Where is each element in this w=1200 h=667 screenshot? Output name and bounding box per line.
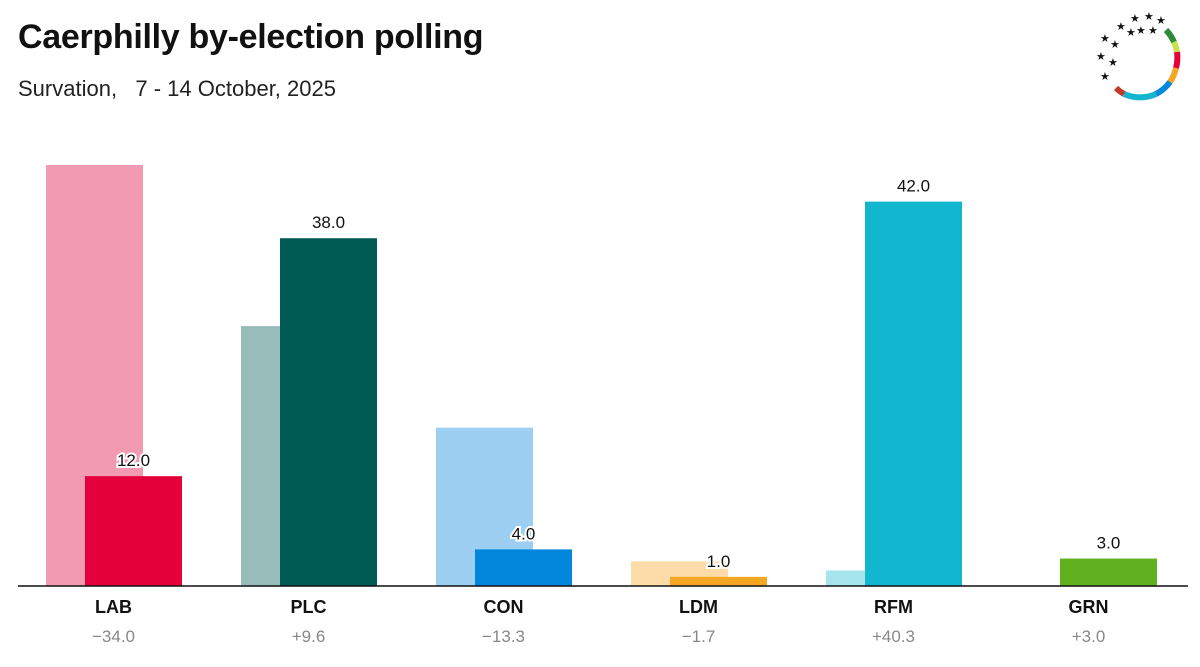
value-label-lab: 12.0 (117, 451, 150, 470)
change-label-plc: +9.6 (292, 627, 326, 646)
chart-subtitle: Survation, 7 - 14 October, 2025 (18, 76, 336, 101)
bar-current-lab (85, 476, 182, 586)
party-wheel-logo-icon: ★ ★ ★ ★ ★ ★ ★ ★ ★ ★ ★ ★ (1096, 10, 1181, 101)
bar-current-con (475, 549, 572, 586)
svg-text:★: ★ (1096, 50, 1106, 63)
svg-text:★: ★ (1136, 24, 1146, 37)
svg-text:★: ★ (1130, 12, 1140, 25)
value-label-plc: 38.0 (312, 213, 345, 232)
value-label-rfm: 42.0 (897, 177, 930, 196)
svg-text:★: ★ (1156, 14, 1166, 27)
svg-text:★: ★ (1144, 10, 1154, 23)
svg-text:★: ★ (1126, 26, 1136, 39)
bar-current-grn (1060, 558, 1157, 586)
category-label-lab: LAB (95, 597, 132, 617)
svg-text:★: ★ (1110, 38, 1120, 51)
bar-current-ldm (670, 576, 767, 586)
category-label-plc: PLC (291, 597, 327, 617)
svg-text:★: ★ (1116, 20, 1126, 33)
svg-text:★: ★ (1108, 56, 1118, 69)
chart-title: Caerphilly by-election polling (18, 18, 484, 56)
category-label-grn: GRN (1069, 597, 1109, 617)
svg-text:★: ★ (1148, 24, 1158, 37)
svg-text:★: ★ (1100, 32, 1110, 45)
bar-current-rfm (865, 201, 962, 586)
change-label-con: −13.3 (482, 627, 525, 646)
change-label-ldm: −1.7 (682, 627, 716, 646)
change-label-grn: +3.0 (1072, 627, 1106, 646)
change-label-rfm: +40.3 (872, 627, 915, 646)
svg-text:★: ★ (1100, 70, 1110, 83)
category-label-rfm: RFM (874, 597, 913, 617)
value-label-con: 4.0 (512, 524, 536, 543)
category-label-ldm: LDM (679, 597, 718, 617)
value-label-ldm: 1.0 (707, 552, 731, 571)
category-label-con: CON (484, 597, 524, 617)
change-label-lab: −34.0 (92, 627, 135, 646)
bar-current-plc (280, 238, 377, 586)
value-label-grn: 3.0 (1097, 534, 1121, 553)
